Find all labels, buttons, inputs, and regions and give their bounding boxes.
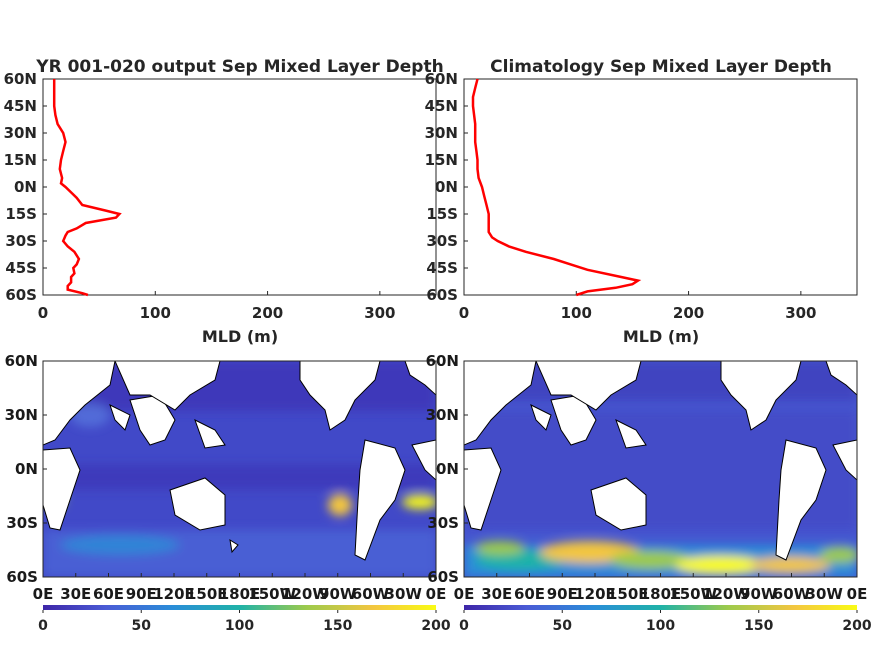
y-tick-label: 45S xyxy=(426,259,458,277)
x-tick-label: 100 xyxy=(561,304,592,322)
y-tick-label: 60S xyxy=(6,568,38,586)
plot-frame xyxy=(42,78,437,296)
x-tick-label: 200 xyxy=(673,304,704,322)
colorbar-tick-label: 100 xyxy=(646,618,675,634)
x-tick-label: 300 xyxy=(364,304,395,322)
x-tick-label: 90E xyxy=(547,585,578,603)
x-tick-label: 30E xyxy=(481,585,512,603)
y-tick-label: 30S xyxy=(427,514,459,532)
y-tick-label: 30N xyxy=(4,124,37,142)
x-tick-label: 60E xyxy=(514,585,545,603)
x-tick-label: 0E xyxy=(847,585,868,603)
y-tick-label: 0N xyxy=(14,178,37,196)
y-tick-label: 30S xyxy=(426,232,458,250)
x-tick-label: 30W xyxy=(385,585,423,603)
series-line xyxy=(52,79,122,297)
x-tick-label: 120E xyxy=(574,585,616,603)
y-tick-label: 0N xyxy=(435,178,458,196)
y-tick-label: 0N xyxy=(15,460,38,478)
colorbar xyxy=(464,605,857,610)
x-tick-label: 300 xyxy=(785,304,816,322)
x-tick-label: 200 xyxy=(252,304,283,322)
y-tick-label: 60N xyxy=(4,70,37,88)
colorbar-tick-label: 0 xyxy=(38,618,48,634)
x-tick-label: 0E xyxy=(454,585,475,603)
y-tick-label: 60S xyxy=(426,286,458,304)
x-tick-label: 150E xyxy=(607,585,649,603)
x-tick-label: 0E xyxy=(426,585,447,603)
x-tick-label: 120W xyxy=(702,585,750,603)
continents xyxy=(43,361,436,561)
x-tick-label: 150W xyxy=(248,585,296,603)
y-tick-label: 15S xyxy=(5,205,37,223)
y-tick-label: 30N xyxy=(426,406,459,424)
x-tick-label: 120E xyxy=(153,585,195,603)
x-tick-label: 120W xyxy=(281,585,329,603)
colorbar xyxy=(43,605,436,610)
y-tick-label: 60S xyxy=(5,286,37,304)
x-tick-label: 100 xyxy=(140,304,171,322)
profile-panel-model: YR 001-020 output Sep Mixed Layer Depth … xyxy=(4,57,444,346)
y-tick-label: 0N xyxy=(436,460,459,478)
x-tick-label: 150W xyxy=(669,585,717,603)
colorbar-tick-label: 150 xyxy=(744,618,773,634)
colorbar-tick-label: 0 xyxy=(459,618,469,634)
x-tick-label: 30E xyxy=(60,585,91,603)
continents xyxy=(464,361,857,561)
x-tick-label: 0E xyxy=(33,585,54,603)
chart-title: Climatology Sep Mixed Layer Depth xyxy=(490,57,832,77)
colorbar-tick-label: 100 xyxy=(225,618,254,634)
y-tick-label: 60N xyxy=(5,352,38,370)
y-tick-label: 30S xyxy=(6,514,38,532)
y-tick-label: 30N xyxy=(5,406,38,424)
y-tick-label: 45N xyxy=(4,97,37,115)
x-tick-label: 90W xyxy=(740,585,778,603)
series-line xyxy=(471,78,642,297)
x-tick-label: 180E xyxy=(219,585,261,603)
x-axis-label: MLD (m) xyxy=(623,327,699,346)
colorbar-tick-label: 50 xyxy=(553,618,573,634)
x-tick-label: 60E xyxy=(93,585,124,603)
x-tick-label: 60W xyxy=(352,585,390,603)
x-tick-label: 0 xyxy=(459,304,469,322)
x-tick-label: 90W xyxy=(319,585,357,603)
colorbar-tick-label: 200 xyxy=(842,618,871,634)
y-tick-label: 45S xyxy=(5,259,37,277)
plot-frame xyxy=(463,78,858,296)
y-tick-label: 15N xyxy=(4,151,37,169)
chart-title: YR 001-020 output Sep Mixed Layer Depth xyxy=(35,57,443,77)
x-tick-label: 150E xyxy=(186,585,228,603)
y-tick-label: 30N xyxy=(425,124,458,142)
y-tick-label: 60N xyxy=(425,70,458,88)
x-tick-label: 60W xyxy=(773,585,811,603)
y-tick-label: 30S xyxy=(5,232,37,250)
x-tick-label: 90E xyxy=(126,585,157,603)
colorbar-tick-label: 50 xyxy=(132,618,152,634)
colorbar-tick-label: 200 xyxy=(421,618,450,634)
x-tick-label: 30W xyxy=(806,585,844,603)
x-tick-label: 180E xyxy=(640,585,682,603)
y-tick-label: 45N xyxy=(425,97,458,115)
y-tick-label: 60S xyxy=(427,568,459,586)
y-tick-label: 15N xyxy=(425,151,458,169)
x-tick-label: 0 xyxy=(38,304,48,322)
colorbar-tick-label: 150 xyxy=(323,618,352,634)
y-tick-label: 15S xyxy=(426,205,458,223)
y-tick-label: 60N xyxy=(426,352,459,370)
profile-panel-climatology: Climatology Sep Mixed Layer Depth 60N 45N… xyxy=(425,57,858,346)
x-axis-label: MLD (m) xyxy=(202,327,278,346)
